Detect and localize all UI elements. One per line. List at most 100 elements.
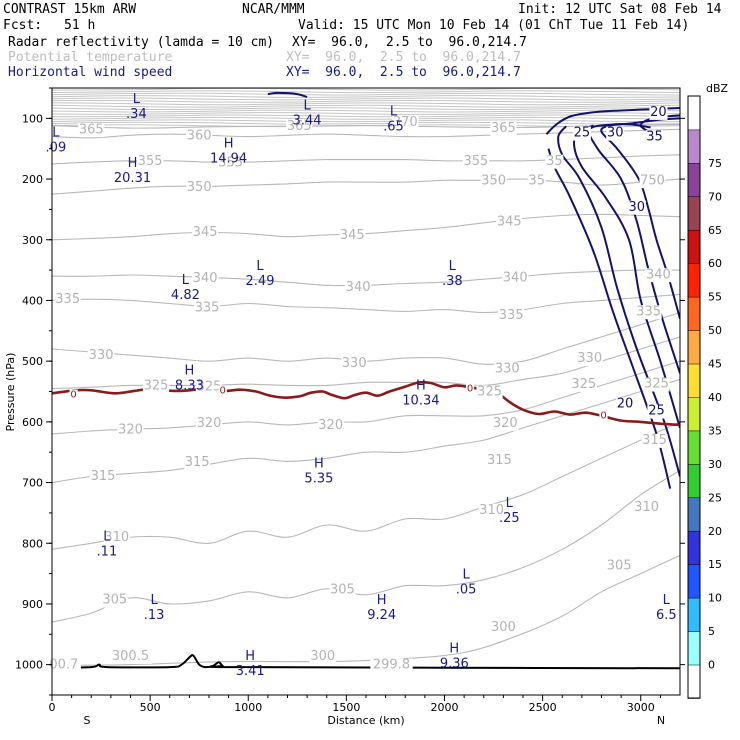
colorbar-swatch	[687, 296, 701, 331]
theta-label-bg	[339, 228, 366, 243]
x-tick-label: 2000	[431, 701, 459, 714]
theta-label: 335	[636, 304, 661, 319]
y-tick-label: 600	[22, 416, 43, 429]
y-tick-label: 500	[22, 355, 43, 368]
wind-isotach-35	[547, 148, 672, 489]
theta-label: 35	[546, 154, 563, 169]
colorbar-label: 25	[708, 491, 722, 504]
colorbar-swatch	[687, 463, 701, 499]
colorbar-label: 75	[708, 157, 722, 170]
theta-label-bg	[186, 129, 213, 144]
extremum-value: 9.36	[440, 657, 469, 672]
colorbar-swatch	[687, 396, 701, 432]
theta-label-bg	[309, 650, 336, 664]
theta-label-bg	[643, 377, 670, 392]
theta-label-bg	[635, 305, 662, 320]
colorbar-swatch	[687, 129, 701, 164]
extremum-value: .34	[126, 107, 147, 122]
theta-label-bg	[329, 583, 356, 598]
theta-label: 00.7	[49, 658, 78, 673]
extremum-marker: H	[245, 649, 255, 664]
colorbar-label: 15	[708, 558, 722, 571]
theta-contour-upper	[52, 99, 680, 103]
theta-label-bg	[286, 120, 313, 135]
extremum-marker: H	[377, 593, 387, 608]
theta-label: 340	[503, 270, 528, 285]
theta-contour-335	[52, 293, 680, 314]
theta-label: 315	[642, 433, 667, 448]
theta-contour-345	[52, 213, 680, 241]
freezing-label: 0	[600, 411, 606, 422]
terrain-line	[52, 654, 680, 670]
theta-label: 330	[342, 356, 367, 371]
theta-contour-315	[52, 378, 680, 484]
extremum-value: .11	[97, 544, 118, 559]
y-tick-label: 300	[22, 234, 43, 247]
colorbar-label: 65	[708, 224, 722, 237]
theta-label-bg	[645, 268, 672, 283]
wind-label: 25	[648, 404, 665, 419]
colorbar-label: 50	[708, 324, 722, 337]
theta-label-bg	[633, 500, 660, 515]
field-theta: Potential temperature	[8, 50, 173, 65]
theta-label-bg	[103, 531, 130, 545]
colorbar-swatch	[687, 597, 701, 632]
center-title: NCAR/MMM	[242, 2, 305, 17]
theta-label-bg	[476, 385, 503, 400]
colorbar-label: 20	[708, 525, 722, 538]
theta-label: 310	[634, 500, 659, 515]
wind-label: 25	[574, 126, 591, 141]
theta-label: 335	[55, 292, 80, 307]
theta-label: 325	[644, 377, 669, 392]
theta-label: 330	[577, 351, 602, 366]
colorbar-frame	[687, 95, 701, 699]
x-tick-label: 3000	[627, 701, 655, 714]
theta-label-bg	[641, 433, 668, 448]
theta-label: 305	[330, 582, 355, 597]
theta-contour-upper	[52, 104, 680, 108]
theta-label-bg	[570, 378, 597, 393]
colorbar-label: 70	[708, 190, 722, 203]
theta-label-bg	[527, 174, 546, 189]
theta-label: 315	[487, 453, 512, 468]
wind-label-bg	[647, 404, 666, 419]
theta-label: 350	[187, 180, 212, 195]
init-time: Init: 12 UTC Sat 08 Feb 14	[518, 2, 722, 17]
theta-label: 340	[193, 271, 218, 286]
colorbar-swatch	[687, 664, 701, 699]
x-end-south: S	[84, 714, 91, 727]
field-wind-xy: XY= 96.0, 2.5 to 96.0,214.7	[286, 65, 521, 80]
theta-contour-upper	[52, 119, 680, 123]
theta-label-bg	[341, 356, 368, 371]
colorbar-swatch	[687, 630, 701, 666]
wind-label-bg	[645, 130, 664, 145]
forecast-label: Fcst:	[3, 18, 43, 33]
theta-label-bg	[192, 225, 219, 240]
theta-label: 300	[310, 649, 335, 664]
colorbar-units: dBZ	[706, 82, 729, 95]
theta-label: 340	[346, 280, 371, 295]
theta-contour-upper	[52, 95, 680, 98]
theta-label-bg	[54, 293, 81, 308]
y-tick-label: 1000	[15, 659, 43, 672]
extremum-marker: L	[256, 259, 264, 274]
extremum-marker: L	[103, 529, 111, 544]
theta-label: 370	[393, 115, 418, 130]
extremum-marker: L	[133, 92, 141, 107]
y-tick-label: 200	[22, 173, 43, 186]
extremum-value: 5.35	[304, 471, 333, 486]
theta-label: 325	[197, 380, 222, 395]
wind-label-bg	[572, 126, 591, 141]
wind-label-bg	[616, 397, 635, 412]
theta-label: 750	[640, 173, 665, 188]
colorbar-swatch	[687, 363, 701, 398]
theta-label-bg	[639, 174, 666, 189]
theta-label-bg	[606, 559, 633, 574]
y-tick-label: 100	[22, 112, 43, 125]
theta-label-bg	[142, 379, 170, 394]
colorbar-swatch	[687, 329, 701, 365]
freezing-label: 0	[220, 386, 226, 397]
theta-label-bg	[392, 115, 419, 130]
freezing-label-bg	[465, 383, 475, 395]
